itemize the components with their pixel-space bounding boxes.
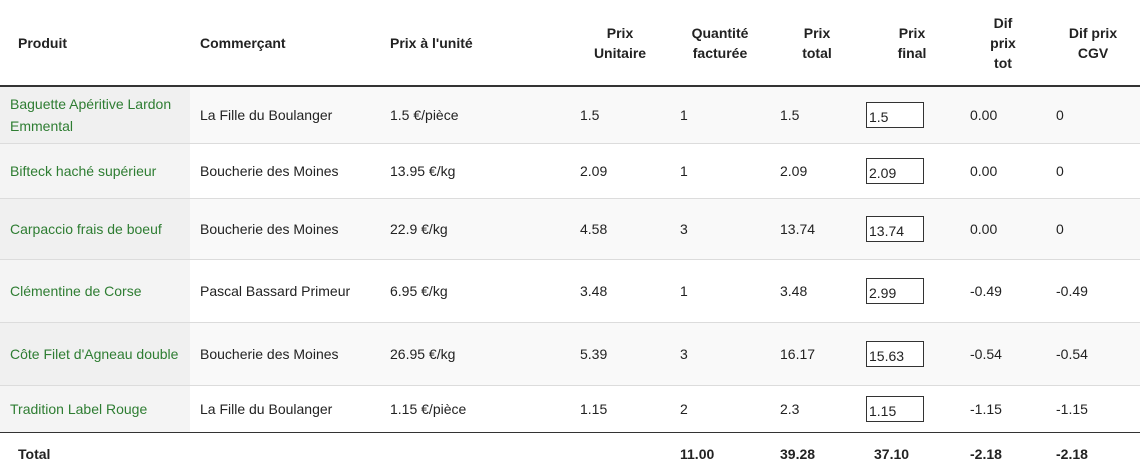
unit-price-label-cell: 1.5 €/pièce	[380, 86, 570, 144]
quantity-cell: 1	[670, 144, 770, 199]
total-price-cell: 3.48	[770, 260, 864, 323]
total-price-cell: 1.5	[770, 86, 864, 144]
quantity-cell: 1	[670, 86, 770, 144]
table-row: Baguette Apéritive Lardon Emmental La Fi…	[0, 86, 1140, 144]
final-price-cell	[864, 323, 960, 386]
dif-cgv-cell: 0	[1046, 199, 1140, 260]
total-dif-cgv: -2.18	[1046, 433, 1140, 475]
dif-tot-cell: 0.00	[960, 144, 1046, 199]
header-commercant: Commerçant	[190, 0, 380, 86]
final-price-cell	[864, 86, 960, 144]
table-footer: Total 11.00 39.28 37.10 -2.18 -2.18	[0, 433, 1140, 475]
table-row: Côte Filet d'Agneau double Boucherie des…	[0, 323, 1140, 386]
unit-price-label-cell: 26.95 €/kg	[380, 323, 570, 386]
dif-tot-cell: 0.00	[960, 86, 1046, 144]
total-prix-final: 37.10	[864, 433, 960, 475]
unit-price-cell: 2.09	[570, 144, 670, 199]
total-row: Total 11.00 39.28 37.10 -2.18 -2.18	[0, 433, 1140, 475]
dif-tot-cell: 0.00	[960, 199, 1046, 260]
unit-price-label-cell: 22.9 €/kg	[380, 199, 570, 260]
unit-price-cell: 1.5	[570, 86, 670, 144]
total-price-cell: 13.74	[770, 199, 864, 260]
table-row: Carpaccio frais de boeuf Boucherie des M…	[0, 199, 1140, 260]
total-price-cell: 2.09	[770, 144, 864, 199]
dif-cgv-cell: -0.54	[1046, 323, 1140, 386]
total-dif-tot: -2.18	[960, 433, 1046, 475]
total-quantity: 11.00	[670, 433, 770, 475]
unit-price-label-cell: 6.95 €/kg	[380, 260, 570, 323]
quantity-cell: 3	[670, 199, 770, 260]
table-row: Bifteck haché supérieur Boucherie des Mo…	[0, 144, 1140, 199]
final-price-input[interactable]	[866, 216, 924, 242]
final-price-input[interactable]	[866, 158, 924, 184]
product-link[interactable]: Carpaccio frais de boeuf	[0, 199, 190, 260]
final-price-input[interactable]	[866, 102, 924, 128]
product-link[interactable]: Clémentine de Corse	[0, 260, 190, 323]
table-row: Clémentine de Corse Pascal Bassard Prime…	[0, 260, 1140, 323]
unit-price-label-cell: 13.95 €/kg	[380, 144, 570, 199]
merchant-cell: La Fille du Boulanger	[190, 86, 380, 144]
dif-tot-cell: -0.49	[960, 260, 1046, 323]
merchant-cell: Pascal Bassard Primeur	[190, 260, 380, 323]
product-link[interactable]: Baguette Apéritive Lardon Emmental	[0, 86, 190, 144]
product-link[interactable]: Tradition Label Rouge	[0, 386, 190, 433]
unit-price-cell: 4.58	[570, 199, 670, 260]
table-row: Tradition Label Rouge La Fille du Boulan…	[0, 386, 1140, 433]
final-price-cell	[864, 260, 960, 323]
total-empty-cell	[380, 433, 570, 475]
unit-price-cell: 1.15	[570, 386, 670, 433]
total-price-cell: 2.3	[770, 386, 864, 433]
total-prix-total: 39.28	[770, 433, 864, 475]
quantity-cell: 1	[670, 260, 770, 323]
total-price-cell: 16.17	[770, 323, 864, 386]
final-price-input[interactable]	[866, 396, 924, 422]
unit-price-cell: 5.39	[570, 323, 670, 386]
unit-price-label-cell: 1.15 €/pièce	[380, 386, 570, 433]
total-empty-cell	[190, 433, 380, 475]
merchant-cell: Boucherie des Moines	[190, 323, 380, 386]
table-body: Baguette Apéritive Lardon Emmental La Fi…	[0, 86, 1140, 433]
final-price-input[interactable]	[866, 278, 924, 304]
dif-cgv-cell: 0	[1046, 144, 1140, 199]
final-price-input[interactable]	[866, 341, 924, 367]
quantity-cell: 2	[670, 386, 770, 433]
product-link[interactable]: Côte Filet d'Agneau double	[0, 323, 190, 386]
total-empty-cell	[570, 433, 670, 475]
final-price-cell	[864, 144, 960, 199]
unit-price-cell: 3.48	[570, 260, 670, 323]
final-price-cell	[864, 199, 960, 260]
merchant-cell: Boucherie des Moines	[190, 199, 380, 260]
total-label: Total	[0, 433, 190, 475]
header-produit: Produit	[0, 0, 190, 86]
dif-cgv-cell: 0	[1046, 86, 1140, 144]
dif-tot-cell: -1.15	[960, 386, 1046, 433]
header-prix-unite: Prix à l'unité	[380, 0, 570, 86]
dif-tot-cell: -0.54	[960, 323, 1046, 386]
quantity-cell: 3	[670, 323, 770, 386]
final-price-cell	[864, 386, 960, 433]
dif-cgv-cell: -1.15	[1046, 386, 1140, 433]
merchant-cell: La Fille du Boulanger	[190, 386, 380, 433]
product-link[interactable]: Bifteck haché supérieur	[0, 144, 190, 199]
merchant-cell: Boucherie des Moines	[190, 144, 380, 199]
dif-cgv-cell: -0.49	[1046, 260, 1140, 323]
